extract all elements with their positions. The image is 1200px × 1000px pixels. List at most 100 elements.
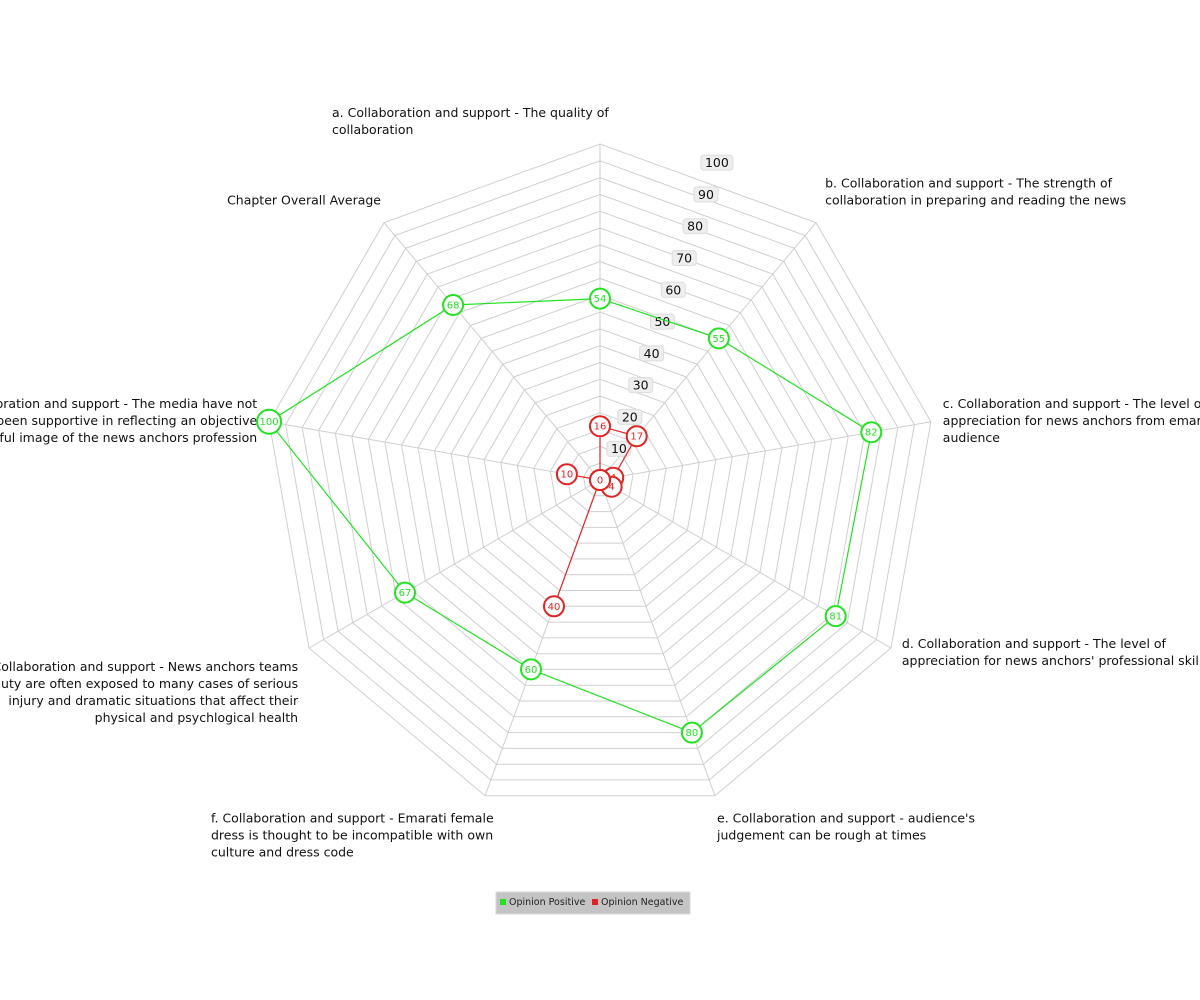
axis-label-line: injury and dramatic situations that affe… <box>8 693 299 708</box>
axis-label-line: audience <box>943 430 1000 445</box>
axis-label-line: b. Collaboration and support - The stren… <box>825 176 1113 191</box>
data-point-opinion-positive <box>824 605 847 628</box>
grid-ring <box>483 361 717 591</box>
grid-ring <box>549 429 651 528</box>
axis-label-line: e. Collaboration and support - audience'… <box>717 810 975 825</box>
data-point-opinion-positive <box>256 408 283 435</box>
grid-ring <box>400 277 800 670</box>
tick-label-background <box>617 408 643 425</box>
axis-spoke <box>269 421 601 481</box>
tick-label-background <box>693 186 719 203</box>
grid-ring <box>351 227 849 718</box>
legend-label-opinion-positive: Opinion Positive <box>509 897 585 908</box>
tick-label-background <box>639 345 665 362</box>
legend-label-opinion-negative: Opinion Negative <box>601 897 683 908</box>
axis-label-line: judgement can be rough at times <box>716 827 926 842</box>
tick-label-background <box>660 281 686 298</box>
axis-label-line: Chapter Overall Average <box>227 193 381 208</box>
radial-tick-label: 20 <box>622 409 638 424</box>
grid-ring <box>467 345 733 607</box>
grid-ring <box>450 328 750 623</box>
axis-label-line: a. Collaboration and support - The quali… <box>332 105 609 120</box>
data-label-opinion-negative: 10 <box>561 470 574 481</box>
axis-label: g. Collaboration and support - News anch… <box>0 659 299 725</box>
axis-labels: a. Collaboration and support - The quali… <box>0 105 1200 859</box>
data-point-opinion-negative <box>589 469 611 491</box>
grid-ring <box>301 177 899 765</box>
data-label-opinion-positive: 100 <box>260 417 279 428</box>
data-point-opinion-positive <box>394 581 416 604</box>
grid-ring <box>533 412 667 544</box>
data-label-opinion-positive: 67 <box>399 588 412 599</box>
axis-label-line: culture and dress code <box>211 844 354 859</box>
data-label-opinion-negative: 17 <box>630 432 643 443</box>
data-point-opinion-positive <box>589 287 611 310</box>
axis-label: b. Collaboration and support - The stren… <box>825 176 1126 208</box>
axis-label-line: g. Collaboration and support - News anch… <box>0 659 298 674</box>
data-point-opinion-negative <box>555 463 578 486</box>
data-label-opinion-positive: 54 <box>594 294 607 305</box>
data-label-opinion-negative: 0 <box>597 476 603 487</box>
tick-label-background <box>682 218 708 235</box>
axis-label: a. Collaboration and support - The quali… <box>332 105 609 137</box>
data-point-opinion-negative <box>589 415 611 438</box>
series-line-opinion-positive <box>268 297 872 734</box>
data-point-opinion-positive <box>520 658 542 681</box>
tick-label-background <box>628 377 654 394</box>
radial-tick-label: 30 <box>633 378 649 393</box>
radial-tick-label: 100 <box>705 155 729 170</box>
grid-ring <box>285 160 915 781</box>
data-label-opinion-positive: 55 <box>712 334 725 345</box>
legend-swatch-opinion-negative <box>592 899 598 905</box>
axis-spoke <box>383 222 601 481</box>
axis-label-line: c. Collaboration and support - The level… <box>943 396 1200 411</box>
grid-ring <box>384 261 816 686</box>
data-label-opinion-negative: 4 <box>608 482 614 493</box>
grid-ring <box>417 294 783 655</box>
grid-ring <box>334 210 866 734</box>
radial-tick-label: 90 <box>698 187 714 202</box>
axis-label-line: physical and psychlogical health <box>95 710 298 725</box>
grid-ring <box>434 311 766 639</box>
grid-ring <box>367 244 833 702</box>
tick-label-background <box>700 154 734 171</box>
axis-label: c. Collaboration and support - The level… <box>943 396 1200 445</box>
data-point-opinion-positive <box>860 421 883 444</box>
radial-tick-label: 70 <box>676 251 692 266</box>
data-label-opinion-positive: 82 <box>865 428 878 439</box>
radial-tick-label: 10 <box>611 441 627 456</box>
legend-swatch-opinion-positive <box>500 899 506 905</box>
radial-tick-label: 80 <box>687 219 703 234</box>
axis-label-line: f. Collaboration and support - Emarati f… <box>211 810 494 825</box>
data-point-opinion-positive <box>680 721 703 744</box>
axis-spoke <box>308 479 601 649</box>
axis-spoke <box>599 479 716 796</box>
data-series: 54558281806067100681617440400100 <box>256 287 883 744</box>
axis-label-line: dress is thought to be incompatible with… <box>211 827 493 842</box>
tick-label-background <box>606 440 632 457</box>
axis-label-line: appreciation for news anchors from emara… <box>943 413 1200 428</box>
grid-ring <box>516 395 684 560</box>
data-point-opinion-positive <box>442 294 465 316</box>
axis-label-line: appreciation for news anchors' professio… <box>902 653 1200 668</box>
data-label-opinion-positive: 80 <box>686 728 699 739</box>
tick-label-background <box>671 250 697 266</box>
axis-label-line: d. Collaboration and support - The level… <box>902 636 1167 651</box>
radial-tick-label: 60 <box>665 282 681 297</box>
data-label-opinion-positive: 60 <box>525 665 538 676</box>
data-label-opinion-negative: 16 <box>594 422 607 433</box>
axis-label-line: and respectful image of the news anchors… <box>0 430 257 445</box>
data-point-opinion-negative <box>543 595 565 618</box>
radial-tick-label: 40 <box>644 346 660 361</box>
axis-label: d. Collaboration and support - The level… <box>902 636 1200 668</box>
grid-ring <box>268 143 932 797</box>
axis-label-line: collaboration <box>332 122 413 137</box>
grid-ring <box>566 445 634 513</box>
axis-label-line: h. Collaboration and support - The media… <box>0 396 257 411</box>
axis-label: f. Collaboration and support - Emarati f… <box>211 810 494 859</box>
axis-label: Chapter Overall Average <box>227 193 381 208</box>
axis-label-line: collaboration in preparing and reading t… <box>825 193 1126 208</box>
legend: Opinion Positive Opinion Negative <box>495 891 691 915</box>
